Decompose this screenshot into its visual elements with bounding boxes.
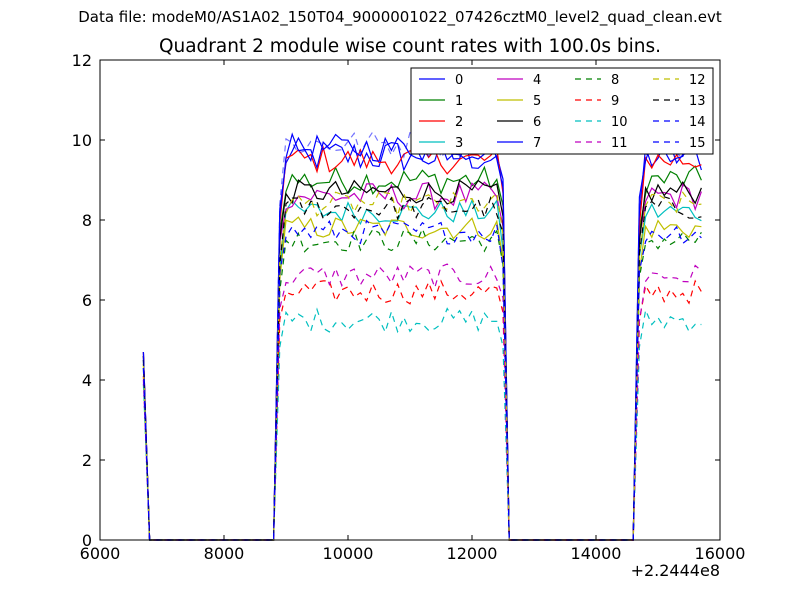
x-tick-label: 12000 (447, 544, 498, 563)
x-tick-label: 8000 (204, 544, 245, 563)
legend-label-2: 2 (455, 115, 463, 130)
legend-label-4: 4 (533, 73, 541, 88)
x-offset-label: +2.2444e8 (630, 561, 720, 580)
y-tick-label: 4 (82, 371, 92, 390)
y-tick-label: 8 (82, 211, 92, 230)
legend-box (410, 67, 714, 155)
x-tick-label: 14000 (571, 544, 622, 563)
plot-frame (99, 59, 721, 541)
legend-label-3: 3 (455, 136, 463, 151)
legend-label-11: 11 (611, 136, 628, 151)
legend-label-15: 15 (689, 136, 706, 151)
legend-label-13: 13 (689, 94, 706, 109)
y-tick-label: 2 (82, 451, 92, 470)
legend-label-5: 5 (533, 94, 541, 109)
legend-label-14: 14 (689, 115, 706, 130)
legend-label-12: 12 (689, 73, 706, 88)
legend-label-9: 9 (611, 94, 619, 109)
x-tick-label: 10000 (323, 544, 374, 563)
legend-label-6: 6 (533, 115, 541, 130)
y-tick-label: 10 (72, 131, 92, 150)
y-tick-label: 12 (72, 51, 92, 70)
data-file-title: Data file: modeM0/AS1A02_150T04_90000010… (78, 8, 722, 26)
x-tick-label: 16000 (695, 544, 746, 563)
x-tick-label: 6000 (80, 544, 121, 563)
chart-title: Quadrant 2 module wise count rates with … (158, 36, 662, 57)
legend-label-10: 10 (611, 115, 628, 130)
y-tick-label: 0 (82, 531, 92, 550)
legend-label-7: 7 (533, 136, 541, 151)
y-tick-label: 6 (82, 291, 92, 310)
legend-label-0: 0 (455, 73, 463, 88)
legend-label-8: 8 (611, 73, 619, 88)
legend-label-1: 1 (455, 94, 463, 109)
